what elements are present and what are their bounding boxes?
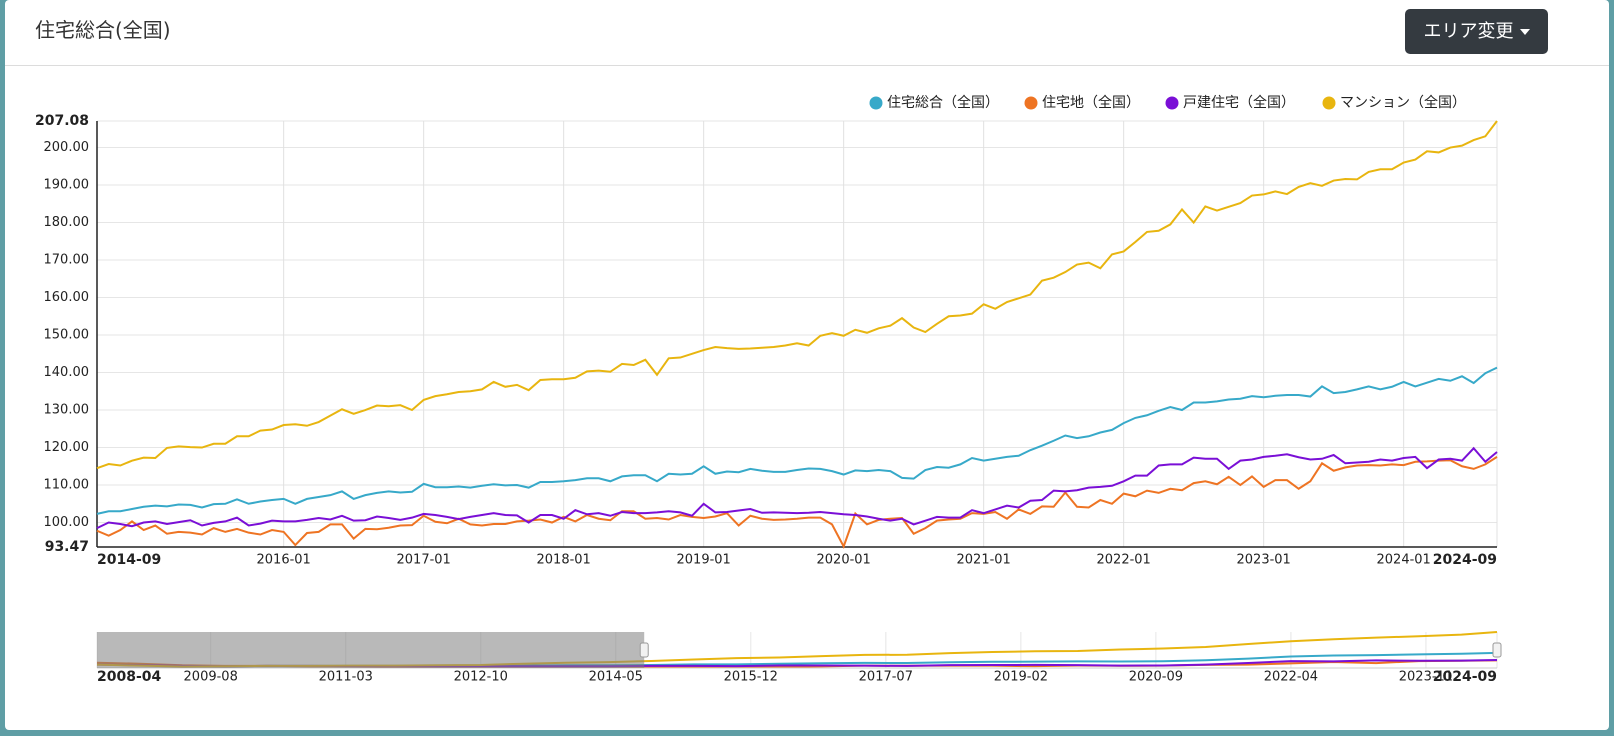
x-tick-label: 2022-04 <box>1264 670 1318 685</box>
y-tick-label: 140.00 <box>44 365 90 380</box>
x-tick-label: 2015-12 <box>724 670 778 685</box>
x-tick-label: 2023-01 <box>1237 553 1291 568</box>
legend-label: マンション（全国） <box>1340 94 1466 111</box>
x-tick-label: 2020-09 <box>1129 670 1183 685</box>
series-line <box>96 456 1498 549</box>
x-tick-label: 2020-01 <box>817 553 871 568</box>
legend-label: 住宅地（全国） <box>1042 94 1140 111</box>
x-tick-label: 2021-01 <box>957 553 1011 568</box>
page-title: 住宅総合(全国) <box>35 18 171 42</box>
x-tick-label: 2017-07 <box>859 670 913 685</box>
series-line <box>96 366 1498 515</box>
navigator-handle[interactable] <box>639 642 649 658</box>
x-tick-label: 2022-01 <box>1097 553 1151 568</box>
x-tick-label: 2012-10 <box>454 670 508 685</box>
legend-dot <box>1024 96 1038 110</box>
x-tick-label: 2009-08 <box>184 670 238 685</box>
x-tick-label: 2024-09 <box>1433 552 1497 568</box>
navigator-handle[interactable] <box>1492 642 1502 658</box>
legend-dot <box>1322 96 1336 110</box>
x-tick-label: 2011-03 <box>319 670 373 685</box>
y-tick-label: 100.00 <box>44 515 90 530</box>
y-tick-label: 200.00 <box>44 140 90 155</box>
y-tick-label: 160.00 <box>44 290 90 305</box>
x-tick-label: 2017-01 <box>397 553 451 568</box>
x-tick-label: 2024-01 <box>1377 553 1431 568</box>
y-tick-label: 110.00 <box>44 478 90 493</box>
caret[interactable] <box>1519 29 1530 35</box>
x-tick-label: 2014-05 <box>589 670 643 685</box>
series-line <box>96 446 1498 530</box>
y-tick-label: 93.47 <box>45 539 89 555</box>
x-tick-label: 2019-01 <box>677 553 731 568</box>
card: 住宅総合(全国) エリア変更 <box>5 0 1609 730</box>
y-tick-label: 150.00 <box>44 328 90 343</box>
legend-dot <box>1165 96 1179 110</box>
navigator-mask <box>97 632 645 668</box>
y-tick-label: 120.00 <box>44 440 90 455</box>
button-label[interactable]: エリア変更 <box>1423 21 1514 42</box>
y-tick-label: 180.00 <box>44 215 90 230</box>
y-tick-label: 170.00 <box>44 253 90 268</box>
x-tick-label: 2014-09 <box>97 552 161 568</box>
legend-label: 住宅総合（全国） <box>887 94 999 111</box>
x-tick-label: 2023-11 <box>1399 670 1453 685</box>
legend-dot <box>869 96 883 110</box>
x-tick-label: 2016-01 <box>257 553 311 568</box>
x-tick-label: 2018-01 <box>537 553 591 568</box>
y-tick-label: 190.00 <box>44 178 90 193</box>
legend-label: 戸建住宅（全国） <box>1183 94 1295 111</box>
y-tick-label: 207.08 <box>35 113 89 129</box>
x-tick-label: 2024-09 <box>1433 669 1497 685</box>
series-line <box>96 120 1498 470</box>
x-tick-label: 2008-04 <box>97 669 162 685</box>
card-header: 住宅総合(全国) エリア変更 <box>5 0 1609 66</box>
area-button[interactable]: エリア変更 <box>1405 9 1548 54</box>
x-tick-label: 2019-02 <box>994 670 1048 685</box>
y-tick-label: 130.00 <box>44 403 90 418</box>
